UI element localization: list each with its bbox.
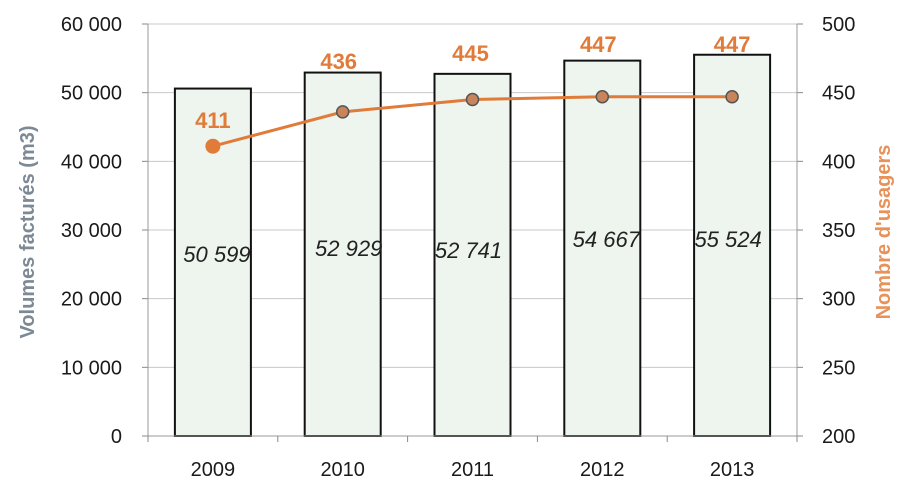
right-axis-title: Nombre d'usagers — [873, 145, 895, 320]
left-tick-label: 40 000 — [61, 151, 122, 173]
usagers-line — [205, 90, 739, 154]
bars — [173, 53, 772, 438]
left-axis-ticks: 0 10 000 20 000 30 000 40 000 50 000 60 000 — [61, 14, 122, 448]
left-tick-label: 60 000 — [61, 14, 122, 36]
axes — [142, 23, 803, 442]
bar-value-label: 52 741 — [435, 238, 502, 263]
right-tick-label: 350 — [822, 220, 855, 242]
right-axis-ticks: 200 250 300 350 400 450 500 — [822, 14, 855, 448]
x-tick-label: 2012 — [580, 459, 625, 479]
line-value-label: 447 — [714, 32, 751, 57]
line-value-label: 411 — [195, 108, 231, 133]
line-point-2013 — [725, 90, 739, 104]
left-tick-label: 30 000 — [61, 220, 122, 242]
left-tick-label: 50 000 — [61, 83, 122, 105]
right-tick-label: 250 — [822, 357, 855, 379]
left-tick-label: 20 000 — [61, 289, 122, 311]
left-tick-label: 10 000 — [61, 357, 122, 379]
bar-value-label: 55 524 — [694, 227, 761, 252]
line-value-label: 447 — [580, 32, 617, 57]
right-tick-label: 400 — [822, 151, 855, 173]
right-tick-label: 450 — [822, 83, 855, 105]
right-tick-label: 200 — [822, 426, 855, 448]
x-tick-label: 2010 — [320, 459, 365, 479]
bar-2011 — [433, 72, 512, 438]
x-axis-ticks: 2009 2010 2011 2012 2013 — [191, 459, 755, 479]
line-value-label: 445 — [452, 41, 489, 66]
line-value-label: 436 — [320, 49, 357, 74]
left-tick-label: 0 — [111, 426, 122, 448]
bar-2010 — [303, 71, 382, 437]
x-tick-label: 2013 — [710, 459, 755, 479]
left-axis-title: Volumes facturés (m3) — [17, 125, 39, 338]
line-data-labels: 411 436 445 447 447 — [195, 32, 750, 133]
right-tick-label: 500 — [822, 14, 855, 36]
bar-value-label: 52 929 — [315, 236, 382, 261]
bar-2013 — [693, 53, 772, 437]
bar-value-label: 54 667 — [573, 227, 641, 252]
line-point-2012 — [595, 90, 610, 104]
line-point-2011 — [465, 92, 480, 107]
x-tick-label: 2009 — [191, 459, 236, 479]
bar-value-label: 50 599 — [183, 242, 250, 267]
x-tick-label: 2011 — [451, 459, 494, 479]
right-tick-label: 300 — [822, 289, 855, 311]
line-point-2010 — [335, 105, 350, 119]
bar-data-labels: 50 599 52 929 52 741 54 667 55 524 — [183, 227, 761, 267]
line-point-2009 — [205, 138, 221, 154]
bar-2012 — [563, 59, 642, 437]
